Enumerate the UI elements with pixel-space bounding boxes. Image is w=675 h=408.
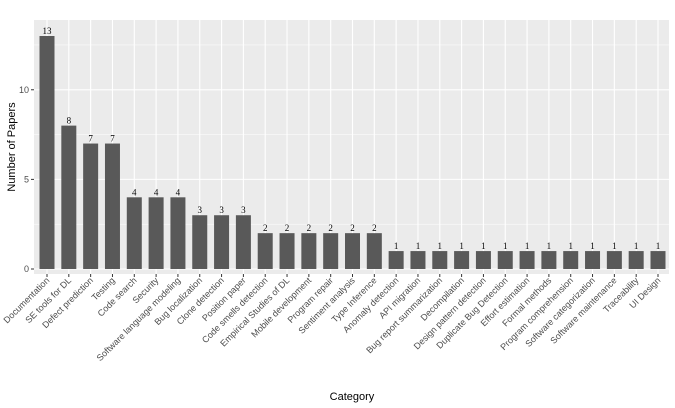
bar (301, 233, 317, 269)
bar (192, 215, 208, 269)
bar (541, 251, 557, 269)
data-label: 2 (285, 223, 290, 233)
x-axis-title: Category (330, 391, 375, 403)
bar (497, 251, 513, 269)
data-labels: 13 8 7 7 4 4 4 3 3 3 2 2 2 2 2 2 1 1 1 1 1 1 1 1 1 1 1 1 1 (43, 26, 661, 251)
bar (279, 233, 295, 269)
bar (323, 233, 339, 269)
data-label: 1 (568, 241, 573, 251)
data-label: 8 (67, 116, 72, 126)
y-tick-label: 0 (24, 264, 29, 274)
bar (104, 143, 120, 269)
bar (606, 251, 622, 269)
bars (39, 36, 666, 269)
data-label: 1 (503, 241, 508, 251)
data-label: 1 (590, 241, 595, 251)
data-label: 1 (459, 241, 464, 251)
y-axis-title: Number of Papers (6, 102, 18, 192)
bar (83, 143, 99, 269)
data-label: 2 (350, 223, 355, 233)
data-label: 1 (525, 241, 530, 251)
data-label: 1 (416, 241, 421, 251)
data-label: 13 (43, 26, 53, 36)
bar (410, 251, 426, 269)
bar (650, 251, 666, 269)
bar (126, 197, 142, 269)
bar (519, 251, 535, 269)
data-label: 3 (241, 205, 246, 215)
data-label: 1 (438, 241, 443, 251)
data-label: 2 (307, 223, 312, 233)
data-label: 1 (656, 241, 661, 251)
bar (563, 251, 579, 269)
data-label: 4 (176, 187, 181, 197)
y-tick-label: 10 (19, 85, 29, 95)
y-axis: 0 5 10 (19, 85, 34, 274)
data-label: 4 (132, 187, 137, 197)
bar (345, 233, 360, 269)
bar (585, 251, 601, 269)
bar (257, 233, 273, 269)
data-label: 1 (634, 241, 639, 251)
data-label: 2 (328, 223, 333, 233)
data-label: 7 (88, 134, 93, 144)
data-label: 2 (372, 223, 377, 233)
bar (366, 233, 382, 269)
bar (214, 215, 230, 269)
bar (170, 197, 186, 269)
bar (388, 251, 404, 269)
data-label: 1 (547, 241, 552, 251)
data-label: 7 (110, 134, 115, 144)
data-label: 1 (481, 241, 486, 251)
data-label: 4 (154, 187, 159, 197)
bar (39, 36, 55, 269)
bar (628, 251, 644, 269)
data-label: 3 (198, 205, 203, 215)
data-label: 1 (612, 241, 617, 251)
bar (148, 197, 164, 269)
bar (61, 125, 77, 269)
bar (475, 251, 491, 269)
data-label: 2 (263, 223, 268, 233)
data-label: 1 (394, 241, 399, 251)
bar (432, 251, 448, 269)
y-tick-label: 5 (24, 174, 29, 184)
data-label: 3 (219, 205, 224, 215)
bar (235, 215, 251, 269)
bar (454, 251, 470, 269)
